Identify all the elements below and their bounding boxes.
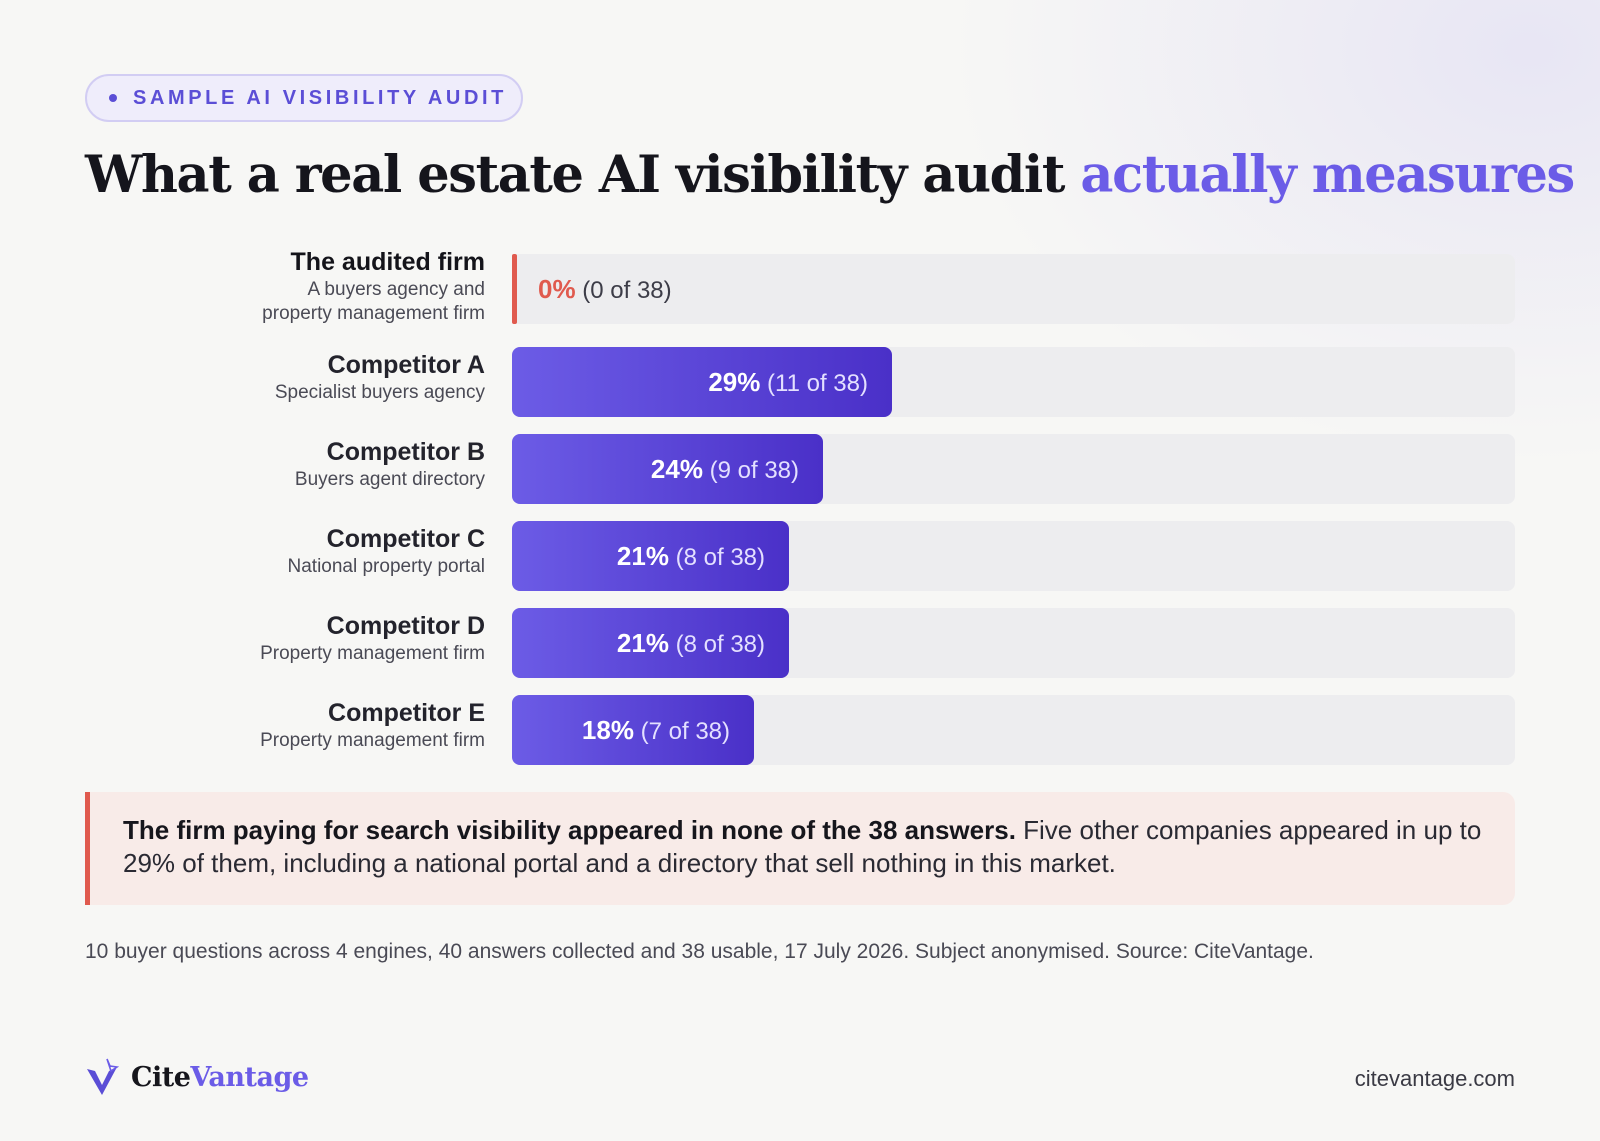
bar-value-label: 24% (9 of 38) — [651, 434, 799, 504]
bar — [512, 608, 789, 678]
bar-percent: 18% — [581, 715, 634, 745]
bar-track: 0% (0 of 38) — [512, 254, 1515, 324]
bar-track: 21% (8 of 38) — [512, 521, 1515, 591]
row-description: Specialist buyers agency — [274, 382, 485, 403]
badge-dot-icon — [109, 94, 117, 102]
bar — [512, 695, 754, 765]
site-link[interactable]: citevantage.com — [1354, 1066, 1515, 1091]
callout-text: Five other companies appeared in up to 2… — [123, 815, 1482, 878]
row-description: National property portal — [287, 556, 486, 577]
bar-percent: 21% — [616, 541, 669, 571]
brand-name: CiteVantage — [131, 1062, 309, 1093]
page-title: What a real estate AI visibility audit a… — [85, 145, 1575, 205]
bar-chart: The audited firm A buyers agency and prope… — [260, 246, 1515, 765]
bar-count: (9 of 38) — [702, 457, 799, 484]
bar-value-label: 29% (11 of 38) — [708, 347, 868, 417]
bar-track: 18% (7 of 38) — [512, 695, 1515, 765]
bar-value-label: 21% (8 of 38) — [617, 608, 765, 678]
row-label: Competitor E Property management firm — [260, 697, 485, 753]
title-accent: actually measures — [1080, 145, 1575, 205]
row-name: Competitor A — [327, 351, 485, 379]
brand-logo-icon — [87, 1058, 119, 1095]
bar-count: (11 of 38) — [760, 370, 868, 397]
row-name: Competitor E — [328, 699, 485, 727]
row-description: Property management firm — [260, 643, 485, 664]
row-description: Property management firm — [260, 730, 485, 751]
footnote: 10 buyer questions across 4 engines, 40 … — [85, 940, 1314, 963]
bar-value-label: 0% (0 of 38) — [538, 254, 672, 324]
bar-count: (7 of 38) — [633, 718, 730, 745]
bar-zero-marker — [512, 254, 517, 324]
badge-label: SAMPLE AI VISIBILITY AUDIT — [133, 86, 507, 109]
row-description: Buyers agent directory — [294, 469, 485, 490]
bar-value-label: 18% (7 of 38) — [582, 695, 730, 765]
brand[interactable]: CiteVantage — [85, 1057, 309, 1097]
callout-box: The firm paying for search visibility ap… — [85, 792, 1515, 905]
row-label: Competitor B Buyers agent directory — [295, 436, 485, 492]
row-label: Competitor A Specialist buyers agency — [275, 349, 485, 405]
bar-percent: 29% — [708, 367, 761, 397]
row-name: Competitor B — [326, 438, 485, 466]
bar-track: 21% (8 of 38) — [512, 608, 1515, 678]
brand-name-part2: Vantage — [190, 1061, 309, 1093]
bar-value-label: 21% (8 of 38) — [617, 521, 765, 591]
row-label: The audited firm A buyers agency and prope… — [262, 246, 485, 326]
title-main: What a real estate AI visibility audit — [85, 145, 1081, 205]
row-label: Competitor C National property portal — [288, 523, 486, 579]
row-name: Competitor D — [326, 612, 485, 640]
bar — [512, 521, 789, 591]
brand-name-part1: Cite — [131, 1061, 191, 1093]
bar-percent: 21% — [616, 628, 669, 658]
bar-track: 29% (11 of 38) — [512, 347, 1515, 417]
row-name: The audited firm — [290, 248, 485, 276]
bar-count: (8 of 38) — [668, 631, 765, 658]
bar-percent: 0% — [538, 274, 576, 304]
row-description: A buyers agency and property management f… — [262, 279, 485, 324]
bar-count: (0 of 38) — [575, 277, 672, 304]
row-label: Competitor D Property management firm — [260, 610, 485, 666]
bar-track: 24% (9 of 38) — [512, 434, 1515, 504]
bar — [512, 434, 823, 504]
bar-percent: 24% — [650, 454, 703, 484]
audit-badge: SAMPLE AI VISIBILITY AUDIT — [85, 74, 523, 122]
bar-count: (8 of 38) — [668, 544, 765, 571]
bar — [512, 347, 892, 417]
row-name: Competitor C — [326, 525, 485, 553]
callout-bold: The firm paying for search visibility ap… — [123, 815, 1016, 845]
